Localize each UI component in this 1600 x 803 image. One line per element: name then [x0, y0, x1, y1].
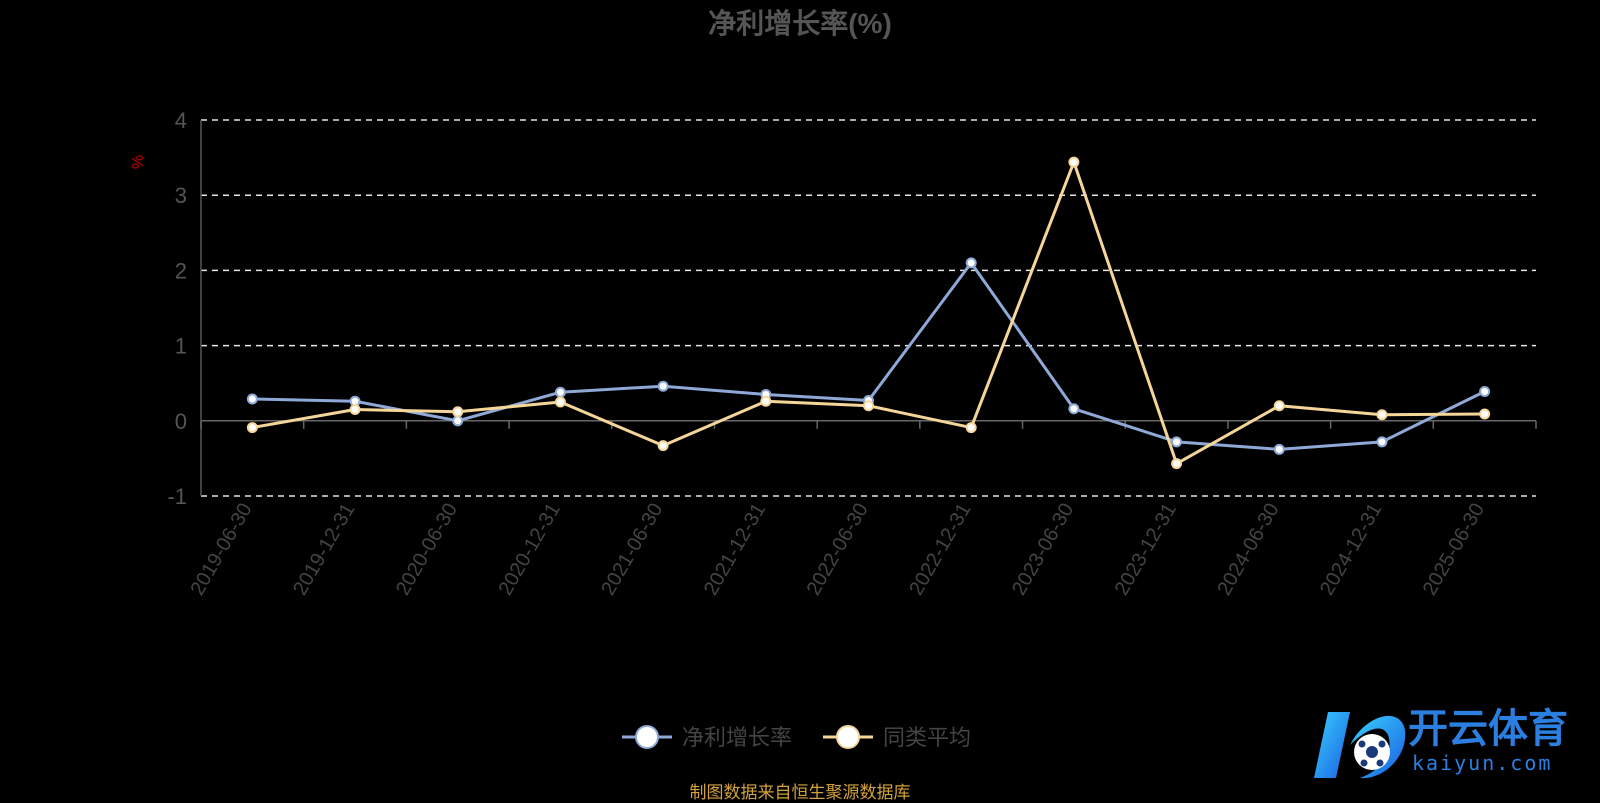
- legend-label: 净利增长率: [682, 725, 792, 750]
- data-point[interactable]: [1171, 458, 1183, 470]
- data-point[interactable]: [657, 440, 669, 452]
- data-point[interactable]: [1273, 400, 1285, 412]
- legend[interactable]: 净利增长率 同类平均: [622, 725, 971, 750]
- data-point[interactable]: [554, 386, 566, 398]
- data-point[interactable]: [1376, 409, 1388, 421]
- legend-marker-icon: [635, 725, 659, 749]
- logo-k-icon: [1314, 712, 1350, 778]
- y-tick-label: 0: [175, 409, 187, 434]
- x-tick-label: 2019-12-31: [289, 500, 359, 600]
- x-tick-label: 2022-12-31: [905, 500, 975, 600]
- x-tick-label: 2020-12-31: [495, 500, 565, 600]
- y-tick-label: 3: [175, 183, 187, 208]
- x-tick-label: 2023-12-31: [1111, 500, 1181, 600]
- series-lines: [246, 156, 1491, 470]
- x-tick-label: 2020-06-30: [392, 500, 462, 600]
- data-point[interactable]: [1171, 436, 1183, 448]
- data-point[interactable]: [349, 404, 361, 416]
- legend-marker-icon: [836, 725, 860, 749]
- x-tick-label: 2023-06-30: [1008, 500, 1078, 600]
- logo-domain: kaiyun.com: [1412, 751, 1552, 775]
- data-point[interactable]: [1273, 443, 1285, 455]
- x-tick-label: 2022-06-30: [803, 500, 873, 600]
- x-tick-label: 2021-06-30: [597, 500, 667, 600]
- data-point[interactable]: [1068, 403, 1080, 415]
- legend-label: 同类平均: [883, 725, 971, 750]
- series-line-2: [252, 160, 1485, 466]
- data-point[interactable]: [965, 422, 977, 434]
- data-point[interactable]: [246, 393, 258, 405]
- source-note: 制图数据来自恒生聚源数据库: [689, 783, 911, 802]
- y-tick-label: 2: [175, 258, 187, 283]
- data-point[interactable]: [1376, 436, 1388, 448]
- grid-lines: [201, 119, 1536, 497]
- x-tick-label: 2021-12-31: [700, 500, 770, 600]
- x-tick-label: 2019-06-30: [186, 500, 256, 600]
- x-tick-label: 2024-12-31: [1316, 500, 1386, 600]
- legend-item-1[interactable]: 净利增长率: [622, 725, 792, 750]
- data-point[interactable]: [760, 395, 772, 407]
- logo-name: 开云体育: [1408, 707, 1568, 751]
- y-tick-label: 4: [175, 108, 187, 133]
- legend-item-2[interactable]: 同类平均: [823, 725, 971, 750]
- data-point[interactable]: [965, 257, 977, 269]
- data-point[interactable]: [657, 380, 669, 392]
- x-tick-label: 2025-06-30: [1419, 500, 1489, 600]
- data-point[interactable]: [554, 396, 566, 408]
- y-tick-label: -1: [167, 484, 187, 509]
- y-axis-unit: %: [130, 155, 147, 169]
- data-point[interactable]: [863, 400, 874, 412]
- data-point[interactable]: [452, 406, 464, 418]
- data-point[interactable]: [1068, 156, 1080, 168]
- data-point[interactable]: [246, 422, 258, 434]
- chart-title: 净利增长率(%): [708, 7, 892, 39]
- x-tick-label: 2024-06-30: [1213, 500, 1283, 600]
- data-point[interactable]: [1479, 385, 1491, 397]
- kaiyun-logo: 开云体育 kaiyun.com: [1314, 707, 1568, 779]
- y-tick-label: 1: [175, 334, 187, 359]
- data-point[interactable]: [1479, 408, 1491, 420]
- data-point[interactable]: [452, 415, 464, 427]
